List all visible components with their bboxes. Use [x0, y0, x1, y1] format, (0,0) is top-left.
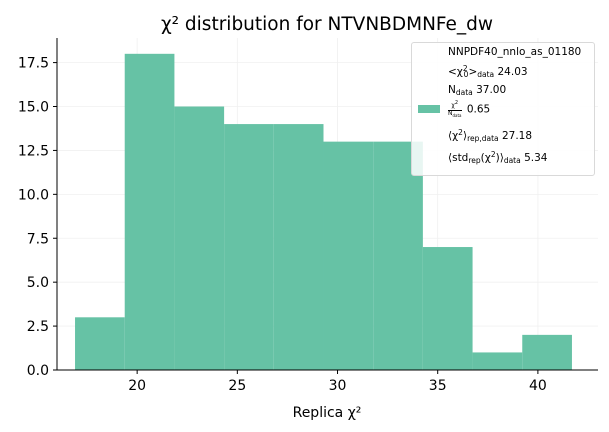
y-tick-label: 2.5	[27, 319, 49, 335]
histogram-bar	[522, 334, 572, 370]
axes	[56, 38, 598, 371]
histogram-bar	[124, 53, 175, 371]
x-axis-ticks: 20 25 30 35 40	[128, 370, 547, 394]
legend-title: NNPDF40_nnlo_as_01180	[448, 46, 582, 58]
x-tick-label: 35	[429, 378, 447, 394]
x-tick-label: 30	[329, 378, 347, 394]
legend-ndata: Ndata 37.00	[448, 84, 507, 97]
x-tick-label: 40	[529, 378, 547, 394]
y-axis-ticks: 0.0 2.5 5.0 7.5 10.0 12.5 15.0 17.5	[18, 56, 57, 379]
y-tick-label: 12.5	[18, 143, 49, 159]
histogram-bar	[422, 247, 473, 370]
histogram-bar	[323, 141, 374, 370]
y-tick-label: 7.5	[27, 231, 49, 247]
histogram-bar	[472, 352, 523, 370]
legend-chi2-rep-value: 27.18	[501, 130, 533, 142]
legend-chi2-rep: ⟨χ2⟩rep,data 27.18	[448, 128, 533, 143]
y-tick-label: 17.5	[18, 56, 49, 72]
legend-chi2-exp: <χ20>data 24.03	[448, 64, 528, 79]
legend-swatch	[418, 105, 440, 113]
histogram-bar	[75, 317, 125, 370]
legend: NNPDF40_nnlo_as_01180 <χ20>data 24.03 Nd…	[411, 42, 595, 176]
histogram-bar	[373, 141, 423, 370]
histogram-bar	[273, 124, 324, 371]
histogram-bar	[174, 106, 225, 370]
x-tick-label: 25	[228, 378, 246, 394]
y-tick-label: 0.0	[27, 363, 49, 379]
y-tick-label: 15.0	[18, 100, 49, 116]
legend-std-rep-value: 5.34	[524, 152, 548, 164]
histogram-bar	[224, 124, 274, 371]
legend-ndata-value: 37.00	[476, 84, 507, 96]
x-axis-label: Replica χ²	[293, 405, 362, 421]
x-tick-label: 20	[128, 378, 146, 394]
y-tick-label: 10.0	[18, 187, 49, 203]
legend-std-rep: ⟨stdrep(χ2)⟩data 5.34	[448, 150, 548, 165]
histogram-bars	[75, 53, 572, 371]
legend-chi2-over-ndata: χ2 Ndata 0.65	[448, 100, 491, 118]
legend-chi2-exp-value: 24.03	[497, 66, 528, 78]
legend-chi2-over-ndata-value: 0.65	[466, 103, 491, 116]
chart-title: χ² distribution for NTVNBDMNFe_dw	[161, 14, 493, 35]
y-tick-label: 5.0	[27, 275, 49, 291]
